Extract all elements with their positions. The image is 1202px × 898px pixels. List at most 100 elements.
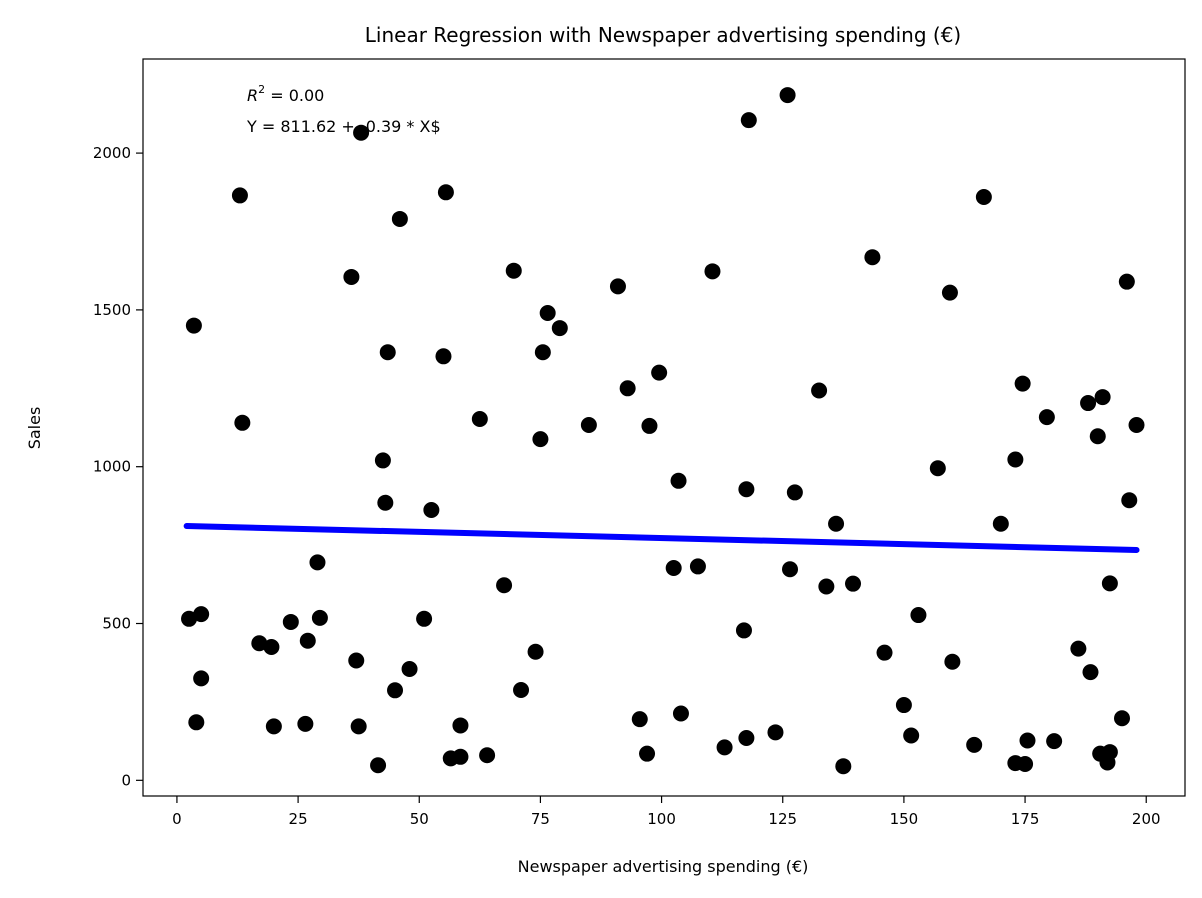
data-point-39 bbox=[532, 431, 549, 448]
data-point-96 bbox=[1114, 710, 1130, 727]
data-point-12 bbox=[299, 632, 316, 649]
r-squared-symbol: R bbox=[247, 86, 258, 105]
x-tick-label-0: 0 bbox=[172, 810, 182, 828]
data-point-34 bbox=[479, 747, 496, 764]
data-point-73 bbox=[910, 607, 927, 624]
data-point-13 bbox=[309, 554, 326, 571]
y-axis-label: Sales bbox=[25, 407, 44, 450]
data-point-37 bbox=[513, 682, 530, 698]
y-tick-label-500: 500 bbox=[102, 615, 131, 633]
data-point-64 bbox=[811, 382, 828, 399]
data-point-92 bbox=[1094, 389, 1111, 406]
data-point-85 bbox=[1038, 409, 1055, 426]
data-point-46 bbox=[631, 711, 648, 728]
data-point-26 bbox=[416, 610, 433, 627]
x-axis-label: Newspaper advertising spending (€) bbox=[518, 857, 809, 876]
chart-title: Linear Regression with Newspaper adverti… bbox=[365, 23, 961, 47]
data-point-83 bbox=[1017, 756, 1034, 773]
x-tick-label-100: 100 bbox=[647, 810, 676, 828]
data-point-16 bbox=[348, 652, 365, 669]
data-point-79 bbox=[992, 515, 1009, 532]
x-tick-label-200: 200 bbox=[1132, 810, 1161, 828]
data-point-74 bbox=[929, 460, 946, 477]
data-point-44 bbox=[609, 278, 626, 295]
data-point-49 bbox=[651, 364, 668, 381]
data-point-78 bbox=[975, 188, 992, 205]
data-point-77 bbox=[966, 736, 983, 753]
data-point-90 bbox=[1089, 428, 1106, 445]
data-point-65 bbox=[818, 578, 835, 595]
data-point-6 bbox=[234, 414, 251, 431]
data-point-98 bbox=[1121, 492, 1138, 509]
points-layer bbox=[181, 87, 1145, 775]
data-point-48 bbox=[641, 417, 658, 434]
regression-line bbox=[183, 523, 1140, 553]
data-point-88 bbox=[1080, 395, 1097, 412]
x-tick-label-50: 50 bbox=[410, 810, 429, 828]
data-point-27 bbox=[423, 501, 440, 518]
r-squared-annotation: R2 = 0.00 bbox=[247, 83, 324, 105]
data-point-54 bbox=[704, 263, 721, 280]
data-point-4 bbox=[193, 606, 210, 623]
data-point-23 bbox=[387, 682, 404, 699]
data-point-21 bbox=[377, 494, 394, 511]
data-point-82 bbox=[1014, 375, 1031, 392]
data-point-20 bbox=[374, 452, 391, 469]
data-point-76 bbox=[944, 653, 961, 670]
data-point-43 bbox=[580, 416, 597, 433]
data-point-71 bbox=[895, 697, 912, 714]
data-point-9 bbox=[265, 718, 282, 735]
data-point-70 bbox=[876, 644, 893, 661]
data-point-62 bbox=[782, 561, 799, 578]
data-point-31 bbox=[452, 748, 469, 765]
data-point-47 bbox=[639, 745, 656, 762]
data-point-10 bbox=[282, 613, 299, 630]
y-tick-label-1500: 1500 bbox=[93, 301, 131, 319]
data-point-52 bbox=[672, 705, 689, 722]
data-point-84 bbox=[1019, 732, 1036, 749]
data-point-0 bbox=[181, 610, 198, 627]
data-point-51 bbox=[670, 472, 687, 489]
data-point-72 bbox=[903, 727, 920, 744]
data-point-57 bbox=[738, 481, 755, 498]
data-point-59 bbox=[740, 112, 757, 129]
data-point-33 bbox=[471, 411, 488, 428]
data-point-66 bbox=[828, 515, 845, 532]
data-point-18 bbox=[353, 124, 370, 141]
data-point-68 bbox=[845, 575, 862, 592]
data-point-11 bbox=[297, 715, 314, 732]
plot-frame bbox=[142, 58, 1186, 797]
data-point-29 bbox=[437, 184, 454, 201]
data-point-61 bbox=[779, 87, 796, 104]
data-point-36 bbox=[505, 262, 522, 279]
data-point-50 bbox=[665, 560, 682, 576]
x-tick-label-25: 25 bbox=[289, 810, 308, 828]
data-point-41 bbox=[539, 305, 556, 322]
data-point-40 bbox=[534, 344, 551, 361]
data-point-75 bbox=[941, 284, 958, 301]
x-axis-ticks: 0 25 50 75 100 125 150 175 200 bbox=[172, 796, 1161, 828]
data-point-97 bbox=[1118, 273, 1135, 290]
data-point-38 bbox=[527, 643, 544, 660]
regression-layer bbox=[183, 523, 1140, 553]
data-point-45 bbox=[619, 380, 636, 397]
regression-equation: Y = 811.62 + -0.39 * X$ bbox=[246, 117, 441, 136]
data-point-35 bbox=[496, 577, 513, 594]
data-point-8 bbox=[263, 639, 280, 656]
data-point-94 bbox=[1101, 575, 1118, 592]
data-point-17 bbox=[350, 718, 367, 735]
x-tick-label-125: 125 bbox=[768, 810, 797, 828]
data-point-58 bbox=[738, 729, 755, 746]
data-point-60 bbox=[767, 724, 784, 741]
data-point-63 bbox=[786, 484, 803, 501]
data-point-67 bbox=[835, 758, 852, 775]
r-squared-value: = 0.00 bbox=[265, 86, 324, 105]
data-point-14 bbox=[311, 609, 328, 626]
x-tick-label-150: 150 bbox=[890, 810, 919, 828]
data-point-69 bbox=[864, 249, 881, 266]
data-point-2 bbox=[188, 714, 205, 731]
y-axis-ticks: 0 500 1000 1500 2000 bbox=[93, 144, 143, 789]
data-point-7 bbox=[251, 635, 268, 652]
data-point-1 bbox=[185, 317, 202, 334]
